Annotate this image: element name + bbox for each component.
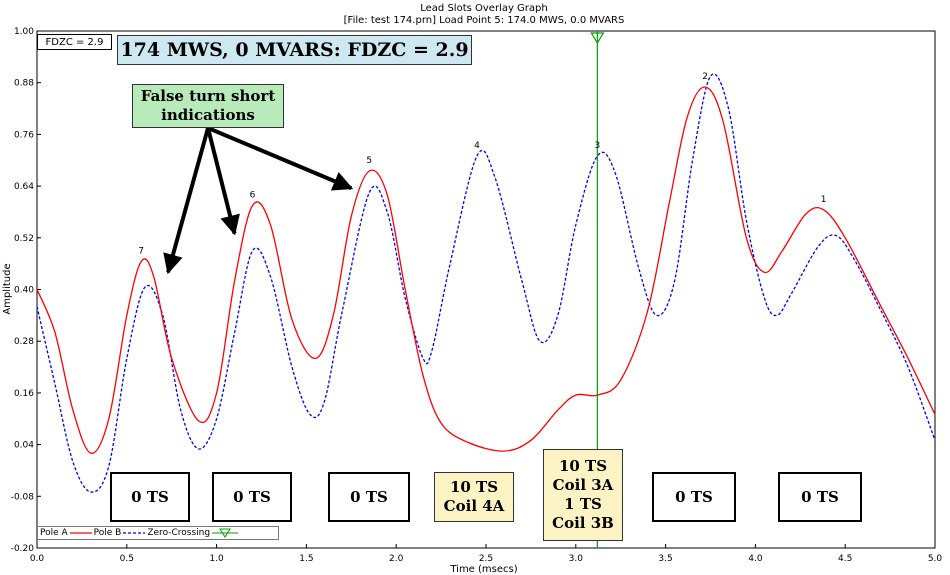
legend-swatch-pole-a bbox=[69, 532, 92, 534]
turn-short-text: 0 TS bbox=[350, 487, 388, 506]
turn-short-box: 10 TS Coil 3A 1 TS Coil 3B bbox=[543, 449, 623, 541]
series-line-pole-b bbox=[36, 73, 936, 493]
turn-short-box: 0 TS bbox=[778, 472, 862, 522]
false-turn-short-callout: False turn short indications bbox=[132, 84, 284, 128]
zero-crossing-triangle bbox=[590, 32, 605, 45]
x-tick-label: 1.0 bbox=[209, 554, 224, 564]
y-tick-label: 0.04 bbox=[14, 441, 34, 451]
turn-short-text: 0 TS bbox=[801, 487, 839, 506]
chart-subtitle: [File: test 174.prn] Load Point 5: 174.0… bbox=[344, 15, 625, 26]
x-axis-label: Time (msecs) bbox=[449, 564, 517, 575]
peak-label: 1 bbox=[821, 195, 827, 205]
y-tick-label: 0.16 bbox=[14, 389, 34, 399]
peak-label: 7 bbox=[138, 246, 144, 256]
x-tick-label: 4.0 bbox=[748, 554, 763, 564]
callout-arrow bbox=[207, 126, 354, 191]
legend-label-pole-a: Pole A bbox=[40, 527, 68, 538]
callout-arrow bbox=[163, 127, 210, 275]
y-axis: 1.00 0.88 0.76 0.64 0.52 0.40 0.28 0.16 0.04 -0.0… bbox=[11, 27, 41, 554]
y-axis-label: Amplitude bbox=[2, 263, 13, 314]
turn-short-box: 10 TS Coil 4A bbox=[434, 472, 514, 522]
peak-label: 5 bbox=[366, 156, 372, 166]
legend-swatch-pole-b bbox=[123, 532, 146, 534]
x-tick-label: 3.0 bbox=[569, 554, 584, 564]
headline-banner: 174 MWS, 0 MVARS: FDZC = 2.9 bbox=[117, 35, 472, 65]
turn-short-text: 0 TS bbox=[131, 487, 169, 506]
legend-label-zero-crossing: Zero-Crossing bbox=[147, 527, 211, 538]
y-tick-label: 0.88 bbox=[14, 79, 34, 89]
peak-label: 3 bbox=[594, 141, 600, 151]
callout-line-2: indications bbox=[161, 106, 255, 124]
turn-short-text: 1 TS bbox=[564, 495, 602, 513]
turn-short-box: 0 TS bbox=[212, 472, 292, 522]
x-tick-label: 4.5 bbox=[838, 554, 852, 564]
y-tick-label: 0.40 bbox=[14, 286, 34, 296]
x-tick-label: 2.5 bbox=[479, 554, 493, 564]
callout-line-1: False turn short bbox=[140, 87, 276, 105]
turn-short-text: 0 TS bbox=[233, 487, 271, 506]
turn-short-text: 10 TS bbox=[558, 457, 608, 475]
y-tick-label: 0.76 bbox=[14, 130, 34, 140]
callout-arrows bbox=[163, 126, 354, 275]
peak-labels: 7 6 5 4 3 2 1 bbox=[138, 72, 826, 256]
peak-label: 6 bbox=[250, 190, 256, 200]
turn-short-text: 10 TS bbox=[449, 478, 499, 496]
turn-short-text: Coil 3A bbox=[552, 476, 614, 494]
x-tick-label: 2.0 bbox=[389, 554, 404, 564]
y-tick-label: 0.52 bbox=[14, 234, 34, 244]
turn-short-box: 0 TS bbox=[652, 472, 736, 522]
turn-short-box: 0 TS bbox=[110, 472, 190, 522]
series-layer bbox=[36, 73, 936, 493]
y-tick-label: 1.00 bbox=[14, 27, 34, 37]
series-line-pole-a bbox=[36, 86, 936, 454]
turn-short-text: Coil 4A bbox=[443, 497, 505, 515]
x-tick-label: 3.5 bbox=[658, 554, 672, 564]
peak-label: 2 bbox=[702, 72, 708, 82]
x-tick-label: 5.0 bbox=[928, 554, 943, 564]
legend: Pole A Pole B Zero-Crossing bbox=[37, 526, 279, 540]
x-tick-label: 0.5 bbox=[120, 554, 134, 564]
y-tick-label: 0.64 bbox=[14, 182, 34, 192]
turn-short-box: 0 TS bbox=[328, 472, 410, 522]
legend-label-pole-b: Pole B bbox=[93, 527, 122, 538]
y-tick-label: 0.28 bbox=[14, 337, 34, 347]
turn-short-text: 0 TS bbox=[675, 487, 713, 506]
y-tick-label: -0.08 bbox=[11, 492, 35, 502]
peak-label: 4 bbox=[474, 141, 480, 151]
x-axis: 0.0 0.5 1.0 1.5 2.0 2.5 3.0 3.5 4.0 4.5 5.0 bbox=[30, 544, 943, 564]
legend-swatch-zero-crossing bbox=[212, 528, 239, 538]
chart-title: Lead Slots Overlay Graph bbox=[420, 3, 548, 14]
turn-short-text: Coil 3B bbox=[552, 514, 614, 532]
y-tick-label: -0.20 bbox=[11, 544, 35, 554]
callout-arrow bbox=[206, 127, 240, 236]
x-tick-label: 1.5 bbox=[299, 554, 313, 564]
x-tick-label: 0.0 bbox=[30, 554, 45, 564]
fdzc-readout: FDZC = 2.9 bbox=[37, 34, 112, 50]
